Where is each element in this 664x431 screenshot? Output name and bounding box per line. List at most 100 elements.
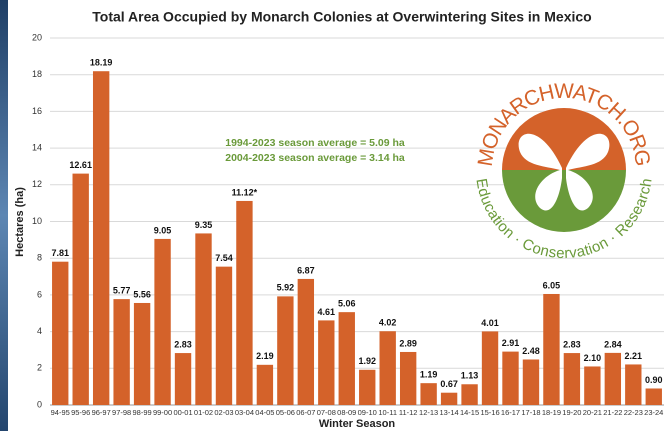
x-tick-label: 99-00 [153, 408, 172, 417]
x-tick-label: 11-12 [399, 408, 418, 417]
value-label: 5.06 [338, 299, 356, 309]
y-tick-label: 16 [32, 106, 42, 116]
x-tick-label: 01-02 [194, 408, 213, 417]
value-label: 5.77 [113, 285, 131, 295]
y-tick-label: 20 [32, 32, 42, 42]
annotation: 1994-2023 season average = 5.09 ha [225, 137, 405, 149]
x-tick-label: 12-13 [419, 408, 438, 417]
x-tick-label: 18-19 [542, 408, 561, 417]
chart-title: Total Area Occupied by Monarch Colonies … [92, 9, 591, 25]
y-tick-label: 8 [37, 253, 42, 263]
bar [216, 267, 232, 405]
bar [195, 233, 211, 405]
bar [646, 388, 662, 405]
x-tick-label: 22-23 [624, 408, 643, 417]
bar [298, 279, 314, 405]
bar [584, 366, 600, 405]
y-tick-label: 10 [32, 216, 42, 226]
y-tick-label: 4 [37, 326, 42, 336]
value-label: 7.54 [215, 253, 233, 263]
logo-bottom [502, 170, 626, 232]
x-tick-label: 05-06 [276, 408, 295, 417]
y-tick-label: 0 [37, 399, 42, 409]
bar [236, 201, 252, 405]
value-label: 6.05 [543, 280, 561, 290]
bar [339, 312, 355, 405]
value-label: 0.67 [440, 379, 458, 389]
y-axis-title: Hectares (ha) [14, 187, 26, 257]
value-label: 2.48 [522, 346, 540, 356]
x-tick-label: 20-21 [583, 408, 602, 417]
x-axis-title: Winter Season [319, 418, 396, 430]
value-label: 4.61 [318, 307, 336, 317]
x-tick-label: 02-03 [214, 408, 233, 417]
bar [380, 331, 396, 405]
value-label: 2.83 [563, 339, 581, 349]
bar [523, 359, 539, 405]
x-tick-label: 95-96 [71, 408, 90, 417]
value-label: 2.19 [256, 351, 274, 361]
bar [359, 370, 375, 405]
bar [257, 365, 273, 405]
x-tick-label: 23-24 [644, 408, 663, 417]
value-label: 1.19 [420, 370, 438, 380]
value-label: 2.83 [174, 339, 192, 349]
y-tick-label: 18 [32, 69, 42, 79]
bar [175, 353, 191, 405]
photo-edge [0, 0, 8, 431]
value-label: 2.10 [584, 353, 602, 363]
x-tick-label: 14-15 [460, 408, 479, 417]
x-tick-label: 03-04 [235, 408, 254, 417]
x-tick-label: 08-09 [337, 408, 356, 417]
value-label: 0.90 [645, 375, 663, 385]
x-tick-label: 09-10 [358, 408, 377, 417]
x-tick-label: 06-07 [296, 408, 315, 417]
bar [502, 352, 518, 405]
x-tick-label: 10-11 [378, 408, 397, 417]
value-label: 1.92 [358, 356, 376, 366]
logo: MONARCHWATCH.ORG Education · Conservatio… [472, 79, 655, 262]
bar [420, 383, 436, 405]
bar [134, 303, 150, 405]
bar [318, 320, 334, 405]
value-label: 11.12* [232, 187, 258, 197]
value-label: 5.92 [277, 283, 295, 293]
x-tick-label: 15-16 [480, 408, 499, 417]
bar [52, 262, 68, 405]
bar [73, 174, 89, 405]
value-label: 6.87 [297, 265, 315, 275]
x-tick-label: 16-17 [501, 408, 520, 417]
y-tick-label: 2 [37, 363, 42, 373]
value-label: 1.13 [461, 371, 479, 381]
x-tick-label: 00-01 [173, 408, 192, 417]
x-tick-label: 94-95 [51, 408, 70, 417]
bar [93, 71, 109, 405]
x-tick-label: 17-18 [521, 408, 540, 417]
value-label: 7.81 [51, 248, 69, 258]
x-tick-label: 96-97 [92, 408, 111, 417]
x-tick-label: 21-22 [603, 408, 622, 417]
bar [543, 294, 559, 405]
bar [461, 384, 477, 405]
bar [482, 331, 498, 405]
bar [625, 364, 641, 405]
value-label: 4.02 [379, 318, 397, 328]
bar [605, 353, 621, 405]
value-label: 2.21 [625, 351, 643, 361]
bar [154, 239, 170, 405]
bar [564, 353, 580, 405]
value-label: 18.19 [90, 58, 113, 68]
bar [113, 299, 129, 405]
value-label: 12.61 [69, 160, 92, 170]
x-tick-label: 07-08 [317, 408, 336, 417]
value-label: 9.05 [154, 225, 172, 235]
x-tick-label: 19-20 [562, 408, 581, 417]
value-label: 2.84 [604, 339, 622, 349]
x-tick-label: 98-99 [133, 408, 152, 417]
x-tick-label: 13-14 [440, 408, 459, 417]
y-tick-label: 14 [32, 142, 42, 152]
chart: Total Area Occupied by Monarch Colonies … [0, 0, 664, 431]
x-tick-label: 97-98 [112, 408, 131, 417]
y-tick-label: 12 [32, 179, 42, 189]
value-label: 2.89 [399, 338, 417, 348]
